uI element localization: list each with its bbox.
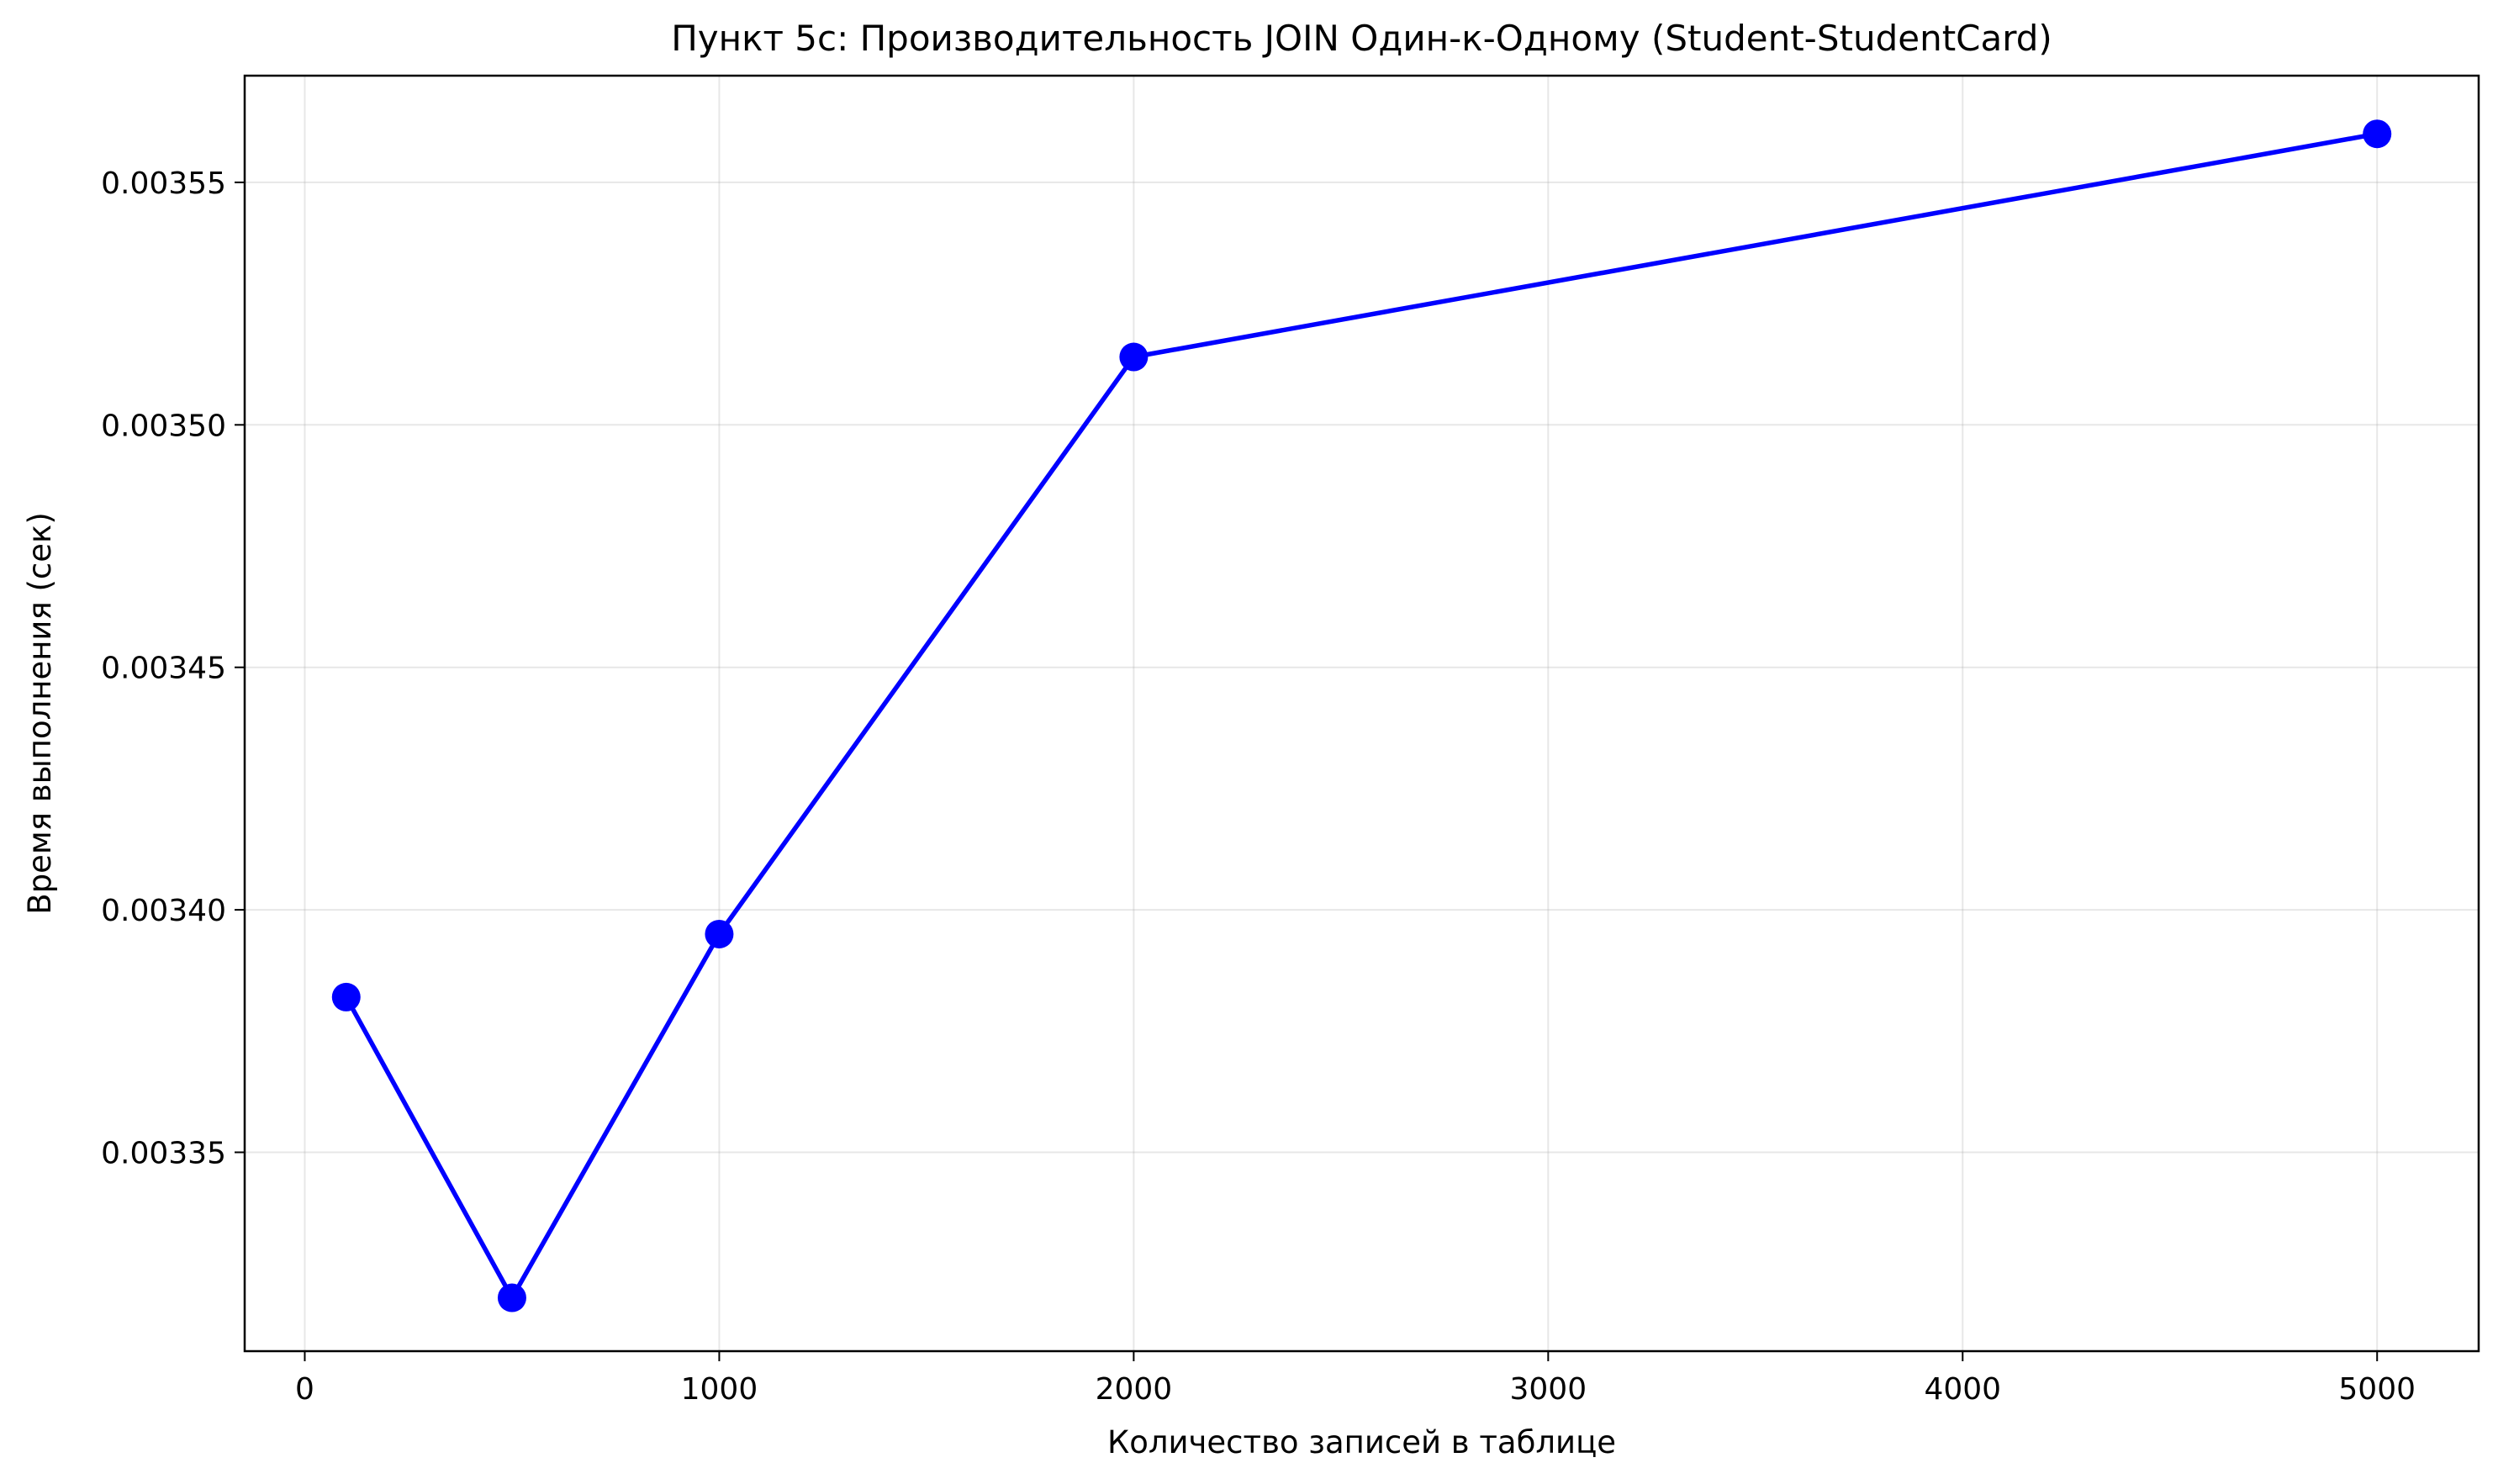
axis-ticks: 0 1000 2000 3000 4000 5000 0.00335 0.00340 0.003… (101, 166, 2416, 1407)
grid (245, 76, 2479, 1351)
x-axis-label: Количество записей в таблице (1107, 1424, 1616, 1460)
x-tick-label: 5000 (2338, 1372, 2416, 1407)
y-tick-label: 0.00345 (101, 652, 226, 686)
x-tick-label: 2000 (1096, 1372, 1173, 1407)
x-tick-label: 0 (295, 1372, 314, 1407)
data-point (2363, 119, 2392, 149)
x-tick-label: 3000 (1510, 1372, 1587, 1407)
y-tick-label: 0.00355 (101, 166, 226, 201)
y-axis-label: Время выполнения (сек) (22, 512, 58, 915)
data-point (497, 1283, 526, 1312)
chart-title: Пункт 5с: Производительность JOIN Один-к… (671, 18, 2052, 59)
y-tick-label: 0.00335 (101, 1137, 226, 1171)
x-tick-label: 4000 (1924, 1372, 2001, 1407)
data-point (331, 982, 361, 1011)
y-tick-label: 0.00340 (101, 894, 226, 928)
data-series (331, 119, 2392, 1312)
data-point (705, 919, 734, 948)
data-point (1119, 342, 1149, 372)
y-tick-label: 0.00350 (101, 409, 226, 443)
x-tick-label: 1000 (681, 1372, 758, 1407)
plot-area-frame (243, 74, 2480, 1353)
